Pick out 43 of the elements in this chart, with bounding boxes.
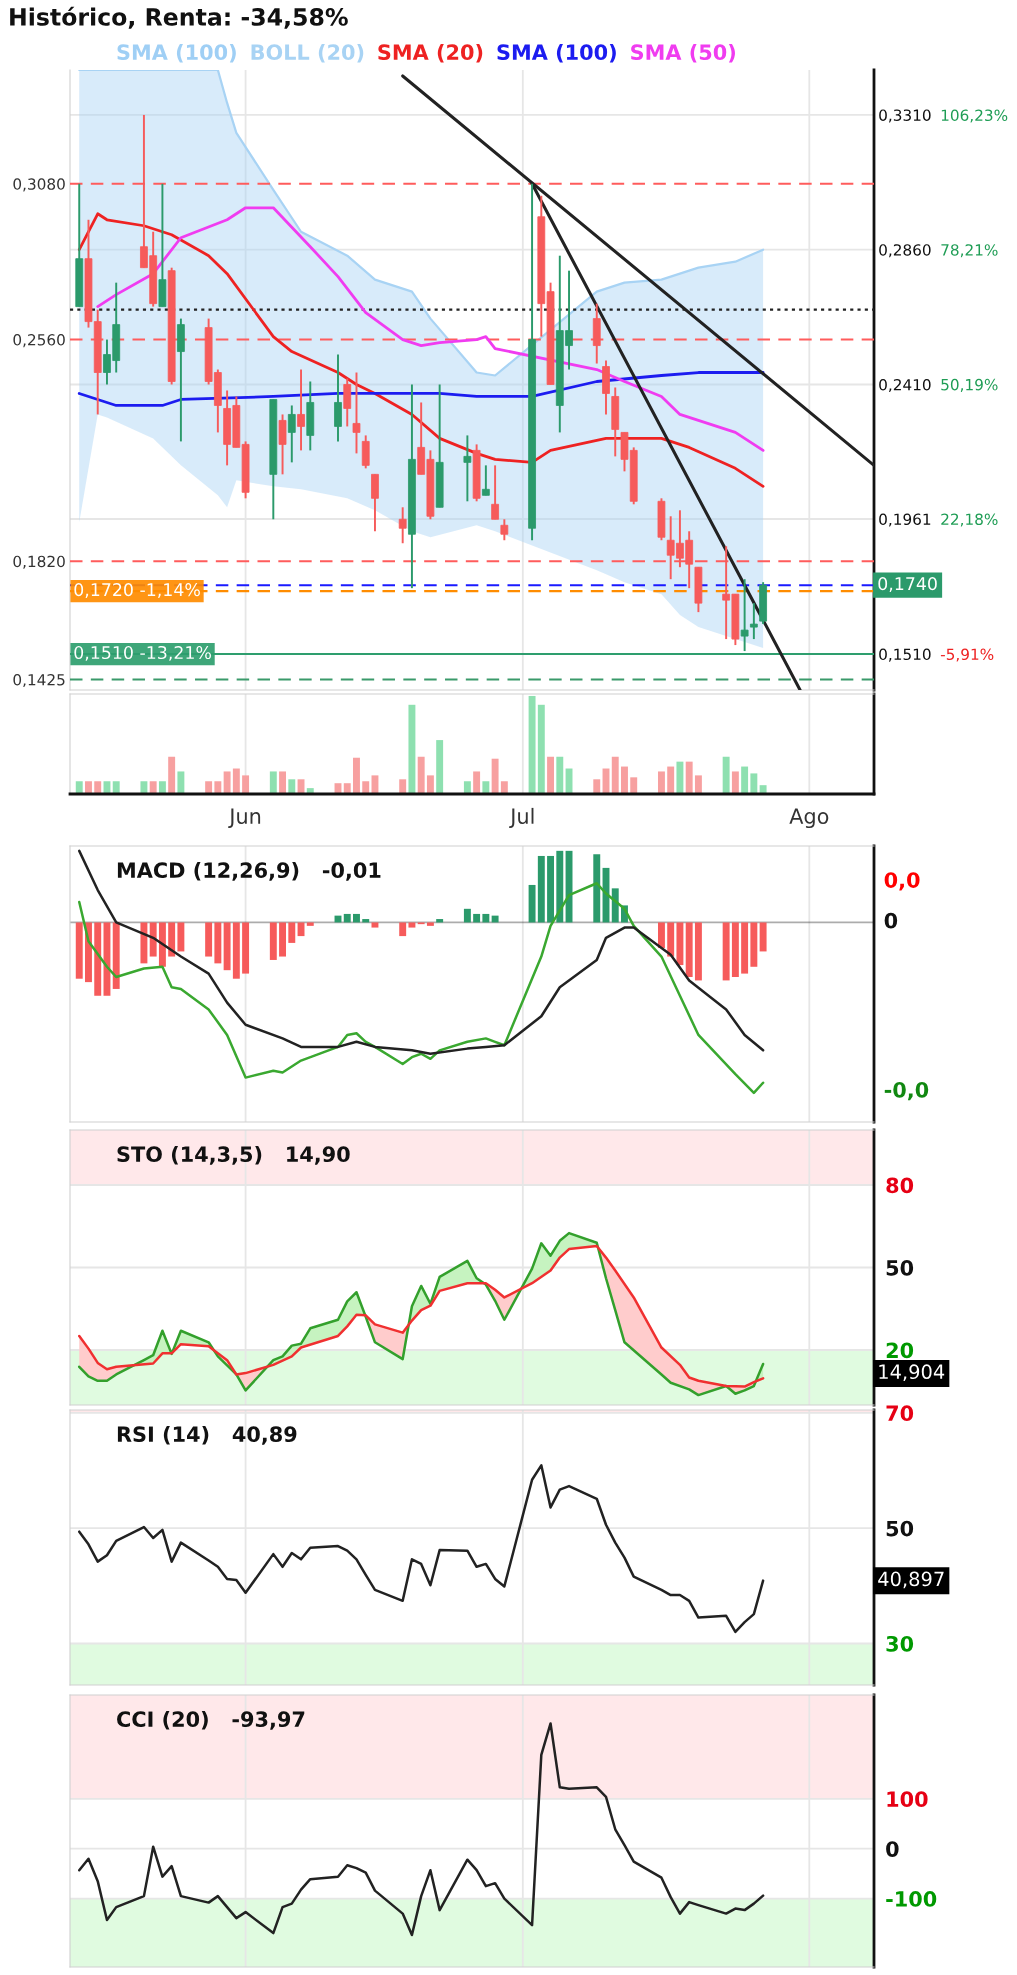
y-tick-label: 0 xyxy=(886,1841,899,1857)
ref-line-label: 0,1740 xyxy=(878,577,937,592)
text: CCI (20) -93,97 xyxy=(117,1710,305,1730)
y-tick-label: 50 xyxy=(886,1259,914,1276)
text: 14,904 xyxy=(879,1364,945,1382)
chart-title: MACD (12,26,9) -0,01 xyxy=(117,861,381,881)
x-tick-label: Jul xyxy=(509,807,534,828)
y-tick-label: 0,3310 xyxy=(879,109,931,123)
y2-tick-label: 0,1820 xyxy=(13,555,65,569)
chart-title: Histórico, Renta: -34,58% xyxy=(10,6,348,29)
text: SMA (20) xyxy=(378,43,483,63)
x-tick-label: Ago xyxy=(789,808,829,829)
text: -0,0 xyxy=(884,1081,929,1101)
y3-tick-label: 78,21% xyxy=(941,244,998,258)
y-tick-label: 0,2860 xyxy=(879,244,931,258)
legend-title: SMA (100) xyxy=(117,43,236,63)
y-tick-label: 0,1510 xyxy=(879,648,931,662)
y-tick-label: -100 xyxy=(886,1891,937,1907)
y-tick-label: 80 xyxy=(886,1177,914,1194)
text: STO (14,3,5) 14,90 xyxy=(117,1145,350,1165)
text: 0,0 xyxy=(884,872,920,891)
y-tick-label: 70 xyxy=(886,1405,914,1422)
y3-tick-label: 22,18% xyxy=(941,513,998,527)
y3-tick-label: -5,91% xyxy=(940,648,994,662)
text: SMA (100) xyxy=(497,43,616,63)
text: 40,897 xyxy=(878,1571,944,1589)
y-tick-label: 0,1961 xyxy=(879,513,931,527)
series-label: BOLL (20) xyxy=(251,43,364,63)
y3-tick-label: 50,19% xyxy=(941,378,998,392)
y-tick-label: 100 xyxy=(887,1791,928,1808)
y3-tick-label: 106,23% xyxy=(941,109,1008,123)
y-tick-label: 0,2410 xyxy=(879,378,931,393)
ref-line-label: 0,1510 -13,21% xyxy=(74,645,211,661)
text: SMA (50) xyxy=(631,43,735,63)
y-tick-label: 50 xyxy=(886,1520,914,1537)
y2-tick-label: 0,2560 xyxy=(13,334,65,348)
ref-line-label: 0,1720 -1,14% xyxy=(74,583,200,598)
text: RSI (14) 40,89 xyxy=(117,1425,297,1445)
y2-tick-label: 0,1425 xyxy=(13,673,65,688)
x-tick-label: Jun xyxy=(228,808,261,828)
y2-tick-label: 0,3080 xyxy=(13,178,65,192)
y-tick-label: 20 xyxy=(886,1342,914,1359)
y-tick-label: 30 xyxy=(886,1635,914,1652)
